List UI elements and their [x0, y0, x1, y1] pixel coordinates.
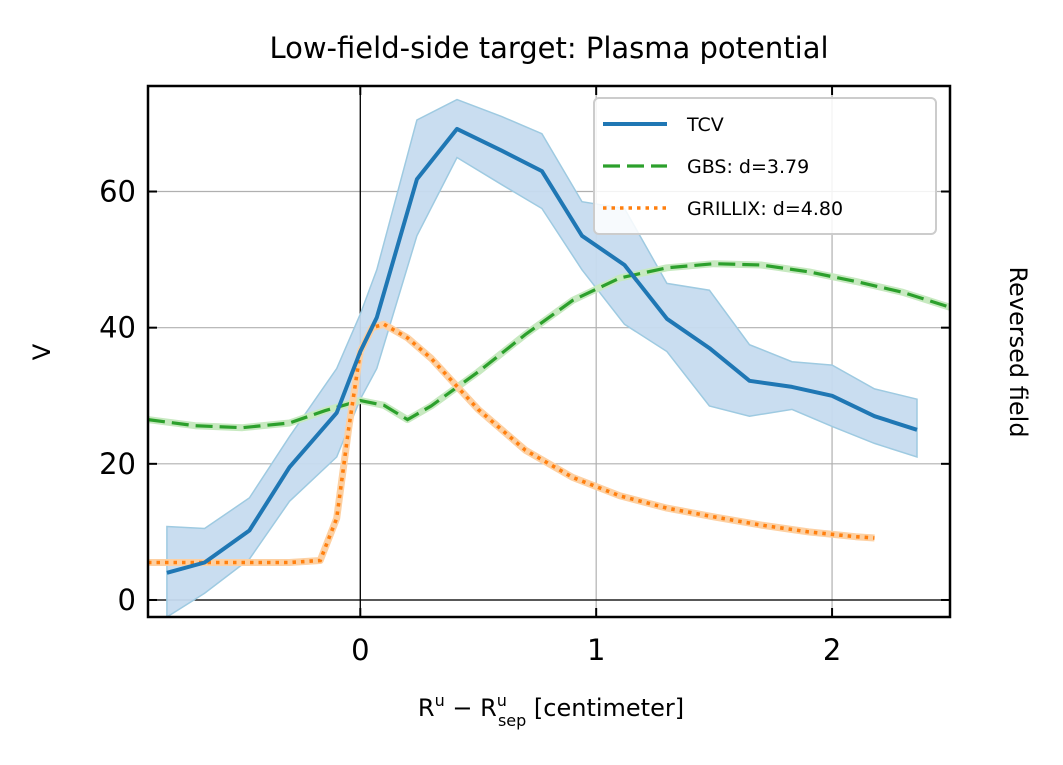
x-axis-label-sub2: sep	[498, 711, 526, 730]
y-tick-label: 20	[99, 447, 136, 481]
x-tick-label: 2	[823, 633, 841, 667]
legend-label-gbs: GBS: d=3.79	[687, 156, 809, 178]
y-tick-label: 40	[99, 311, 136, 345]
legend: TCV GBS: d=3.79 GRILLIX: d=4.80	[593, 97, 937, 235]
grillix-line	[148, 322, 875, 565]
x-axis-label-base2: R	[480, 694, 497, 722]
x-axis-label-base: R	[418, 694, 435, 722]
side-label: Reversed field	[1004, 266, 1032, 437]
x-tick-label: 1	[587, 633, 605, 667]
x-axis-label-unit: [centimeter]	[526, 694, 684, 722]
legend-label-tcv: TCV	[686, 114, 724, 136]
tcv-uncertainty-band	[166, 98, 918, 617]
y-axis-label: V	[28, 343, 56, 360]
y-tick-label: 0	[118, 583, 136, 617]
gbs-line	[148, 262, 950, 430]
x-axis-label-minus: −	[445, 694, 480, 722]
series-layer	[148, 98, 950, 617]
tcv-line	[166, 126, 918, 575]
chart-title: Low-field-side target: Plasma potential	[269, 31, 828, 65]
y-tick-label: 60	[99, 175, 136, 209]
x-axis-label-sup: u	[435, 691, 445, 710]
legend-label-grillix: GRILLIX: d=4.80	[687, 198, 843, 220]
legend-box	[593, 97, 937, 235]
x-tick-label: 0	[351, 633, 369, 667]
x-axis-label-sup2: u	[497, 691, 507, 710]
x-axis-label: Ru − Ru sep [centimeter]	[418, 691, 684, 730]
plot-frame	[146, 84, 952, 619]
